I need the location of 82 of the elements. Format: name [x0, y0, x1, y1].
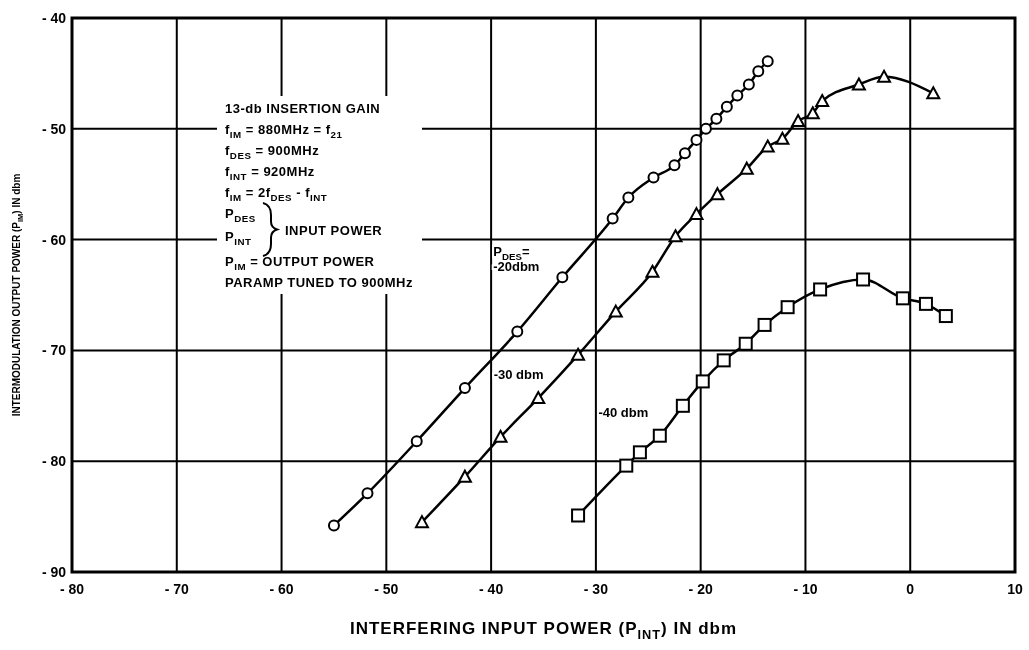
x-tick-label: - 30 [583, 581, 609, 597]
point [414, 515, 429, 529]
point [757, 317, 772, 332]
point [571, 508, 586, 523]
point [752, 65, 765, 78]
point [710, 187, 725, 201]
y-tick-label: - 60 [41, 231, 67, 248]
series-label: -40 dbm [598, 404, 649, 420]
annotation: f$_{INT}$ = 920MHz [225, 164, 315, 182]
x-tick-label: - 10 [793, 581, 818, 597]
annotation: P$_{DES}$ [225, 206, 256, 224]
y-tick-label: - 50 [41, 120, 67, 137]
point [645, 264, 660, 278]
point [791, 114, 806, 128]
point [738, 336, 753, 351]
point [720, 100, 733, 113]
point [327, 519, 340, 532]
point [668, 159, 681, 172]
annotation: f$_{IM}$ = 2f$_{DES}$ - f$_{INT}$ [225, 185, 328, 203]
x-tick-label: - 40 [479, 581, 504, 597]
point [926, 86, 941, 100]
x-tick-label: 0 [906, 581, 915, 597]
point [761, 55, 774, 68]
x-tick-label: - 20 [688, 581, 713, 597]
point [678, 147, 691, 160]
point [856, 272, 871, 287]
annotation: PARAMP TUNED TO 900MHz [225, 275, 413, 290]
point [877, 69, 892, 83]
point [619, 458, 634, 473]
annotation: f$_{DES}$ = 900MHz [225, 143, 320, 161]
point [739, 161, 754, 175]
point [742, 78, 755, 91]
annotation: P$_{INT}$ [225, 229, 252, 247]
point [780, 300, 795, 315]
point [632, 445, 647, 460]
point [531, 391, 546, 405]
point [668, 229, 683, 243]
point [457, 469, 472, 483]
x-tick-label: 10 [1007, 581, 1023, 597]
point [938, 309, 953, 324]
point [918, 296, 933, 311]
point [760, 139, 775, 153]
y-tick-label: - 90 [41, 564, 67, 580]
point [675, 398, 690, 413]
x-tick-label: - 50 [374, 581, 399, 597]
point [690, 133, 703, 146]
x-tick-label: - 70 [164, 581, 190, 597]
annotation: 13-db INSERTION GAIN [225, 101, 381, 116]
point [710, 112, 723, 125]
point [695, 374, 710, 389]
series-label: P$_{DES}$= -20dbm [493, 244, 540, 275]
point [805, 106, 820, 120]
y-tick-label: - 80 [41, 453, 67, 470]
y-tick-label: - 70 [41, 342, 67, 359]
point [458, 382, 471, 395]
point [652, 428, 667, 443]
point [775, 131, 790, 145]
x-tick-label: - 80 [59, 581, 85, 597]
point [851, 77, 866, 91]
point [493, 429, 508, 443]
y-tick-label: - 40 [41, 10, 67, 26]
point [647, 171, 660, 184]
point [731, 89, 744, 102]
x-tick-label: - 60 [269, 581, 294, 597]
point [606, 212, 619, 225]
x-axis-title: INTERFERING INPUT POWER (P$_{INT}$) IN dbm [349, 619, 738, 642]
series-label: -30 dbm [493, 367, 544, 383]
point [410, 435, 423, 448]
annotation: P$_{IM}$ = OUTPUT POWER [225, 254, 375, 272]
annotation: f$_{IM}$ = 880MHz = f$_{21}$ [225, 122, 343, 140]
point [895, 291, 910, 306]
point [815, 94, 830, 108]
point [571, 347, 586, 361]
point [608, 304, 623, 318]
point [716, 353, 731, 368]
point [689, 207, 704, 221]
point [511, 325, 524, 338]
point [622, 191, 635, 204]
point [556, 271, 569, 284]
point [361, 487, 374, 500]
annotation: INPUT POWER [285, 222, 383, 238]
point [813, 282, 828, 297]
